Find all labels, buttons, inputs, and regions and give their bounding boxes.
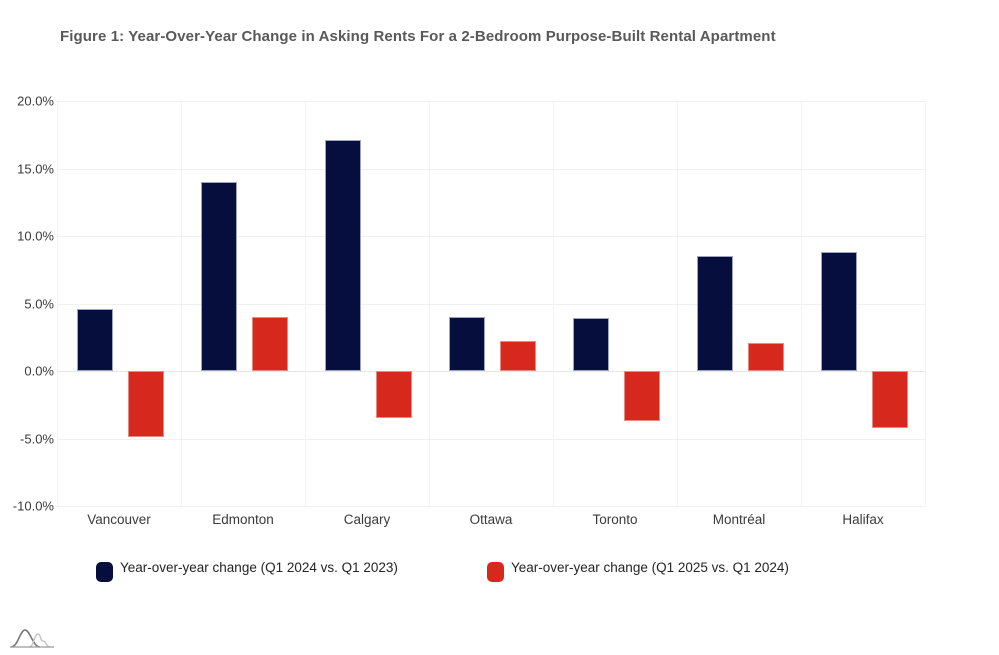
gridline-horizontal: [57, 506, 925, 507]
gridline-horizontal: [57, 101, 925, 102]
y-tick-label: 10.0%: [17, 228, 54, 244]
bar-calgary-series1[interactable]: [325, 140, 361, 371]
x-axis-label-calgary: Calgary: [343, 512, 391, 527]
bar-toronto-series1[interactable]: [573, 318, 609, 371]
bar-edmonton-series2[interactable]: [252, 317, 288, 371]
gridline-vertical: [925, 101, 926, 506]
bar-halifax-series1[interactable]: [821, 252, 857, 371]
gridline-horizontal: [57, 168, 925, 170]
bar-ottawa-series2[interactable]: [500, 341, 536, 371]
bar-ottawa-series1[interactable]: [449, 317, 485, 371]
legend-item-q1-2024-vs-q1-2023[interactable]: Year-over-year change (Q1 2024 vs. Q1 20…: [96, 558, 412, 582]
gridline-horizontal: [57, 236, 925, 237]
bar-halifax-series2[interactable]: [872, 371, 908, 428]
gridline-horizontal: [57, 371, 925, 372]
legend-label: Year-over-year change (Q1 2025 vs. Q1 20…: [511, 560, 789, 575]
y-tick-label: 15.0%: [17, 161, 54, 176]
bar-vancouver-series2[interactable]: [128, 371, 164, 438]
y-tick-label: -5.0%: [20, 431, 54, 446]
gridline-horizontal: [57, 438, 925, 440]
x-axis-label-edmonton: Edmonton: [212, 512, 274, 527]
legend-label: Year-over-year change (Q1 2024 vs. Q1 20…: [120, 560, 398, 575]
legend-swatch-navy: [96, 562, 113, 582]
x-axis-label-halifax: Halifax: [842, 512, 884, 527]
x-axis-label-vancouver: Vancouver: [87, 512, 151, 527]
gridline-horizontal: [57, 303, 925, 305]
bar-calgary-series2[interactable]: [376, 371, 412, 419]
distribution-curves-logo: [10, 629, 54, 648]
legend-swatch-red: [487, 562, 504, 582]
y-tick-label: 20.0%: [17, 93, 54, 109]
x-axis-label-ottawa: Ottawa: [469, 512, 513, 527]
bar-edmonton-series1[interactable]: [201, 182, 237, 371]
chart-title: Figure 1: Year-Over-Year Change in Askin…: [60, 28, 776, 45]
x-axis-label-montréal: Montréal: [712, 512, 766, 527]
x-axis-label-toronto: Toronto: [592, 512, 638, 527]
y-tick-label: -10.0%: [12, 498, 54, 514]
bar-toronto-series2[interactable]: [624, 371, 660, 421]
y-tick-label: 0.0%: [24, 363, 54, 379]
bar-montréal-series1[interactable]: [697, 256, 733, 371]
bar-montréal-series2[interactable]: [748, 342, 784, 371]
legend-item-q1-2025-vs-q1-2024[interactable]: Year-over-year change (Q1 2025 vs. Q1 20…: [487, 558, 803, 582]
y-tick-label: 5.0%: [24, 296, 54, 311]
legend: Year-over-year change (Q1 2024 vs. Q1 20…: [0, 558, 999, 604]
bar-vancouver-series1[interactable]: [77, 308, 113, 371]
